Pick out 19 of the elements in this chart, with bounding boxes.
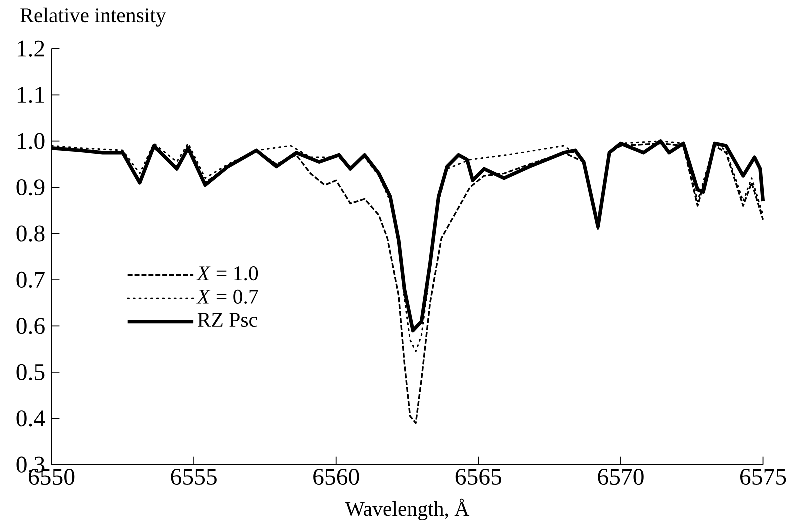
x-tick-label: 6570	[598, 468, 644, 485]
legend-label: X = 0.7	[196, 290, 258, 304]
y-tick-label: 1.2	[18, 40, 44, 57]
y-tick-label: 0.8	[16, 226, 45, 242]
x-axis-title: Wavelength, Å	[345, 498, 470, 520]
y-tick-label: 1.1	[18, 86, 44, 103]
y-tick-label: 0.6	[16, 318, 45, 334]
y-tick-label: 1.0	[18, 133, 45, 150]
x-tick-label: 6575	[740, 468, 786, 485]
y-tick-label: 0.9	[16, 179, 45, 196]
legend-label: X = 1.0	[196, 266, 258, 280]
x-tick-label: 6555	[171, 468, 217, 485]
y-axis-title: Relative intensity	[20, 8, 166, 27]
x-tick-label: 6560	[314, 468, 360, 485]
legend-label: RZ Psc	[198, 313, 258, 327]
y-tick-label: 0.4	[16, 410, 46, 427]
y-tick-label: 0.7	[16, 272, 45, 288]
x-tick-label: 6565	[456, 468, 502, 485]
y-tick-label: 0.5	[16, 364, 45, 380]
